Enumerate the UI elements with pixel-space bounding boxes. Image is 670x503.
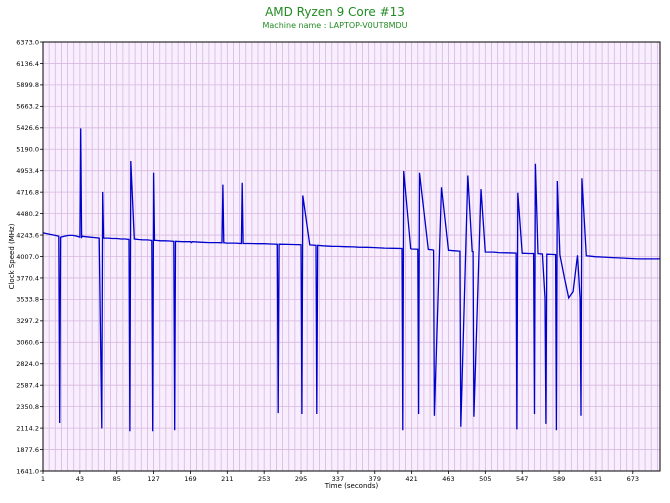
x-tick-label: 253 <box>258 475 270 483</box>
x-axis-label: Time (seconds) <box>324 482 379 490</box>
x-tick-label: 379 <box>369 475 381 483</box>
x-tick-label: 43 <box>76 475 84 483</box>
y-tick-label: 6373.0 <box>16 38 39 46</box>
x-tick-label: 421 <box>405 475 417 483</box>
plot-border <box>42 41 661 472</box>
x-tick-label: 673 <box>627 475 639 483</box>
y-tick-label: 1641.0 <box>16 467 39 475</box>
y-tick-label: 6136.4 <box>16 60 39 68</box>
y-tick-label: 4716.8 <box>16 188 39 196</box>
y-axis-label: Clock Speed (MHz) <box>8 223 16 289</box>
y-tick-label: 5190.0 <box>16 146 39 154</box>
y-tick-label: 2587.4 <box>16 382 39 390</box>
x-tick-label: 169 <box>184 475 196 483</box>
x-tick-label: 295 <box>295 475 307 483</box>
x-tick-label: 127 <box>147 475 159 483</box>
y-tick-label: 3060.6 <box>16 339 39 347</box>
series-line <box>42 128 660 432</box>
y-tick-label: 4243.6 <box>16 231 39 239</box>
y-tick-label: 3770.4 <box>16 274 39 282</box>
x-tick-label: 337 <box>332 475 344 483</box>
chart-title: AMD Ryzen 9 Core #13 <box>265 5 405 19</box>
y-tick-label: 2824.0 <box>16 360 39 368</box>
x-tick-label: 1 <box>41 475 45 483</box>
y-axis-ticks: 1641.0 1877.6 2114.2 2350.8 2587.4 2824.0 3060… <box>16 38 43 475</box>
y-tick-label: 4007.0 <box>16 253 39 261</box>
y-tick-label: 5663.2 <box>16 103 39 111</box>
x-tick-label: 211 <box>221 475 233 483</box>
y-tick-label: 5899.8 <box>16 81 39 89</box>
y-tick-label: 3297.2 <box>16 317 39 325</box>
y-tick-label: 4480.2 <box>16 210 39 218</box>
x-tick-label: 505 <box>479 475 491 483</box>
x-tick-label: 85 <box>113 475 121 483</box>
y-tick-label: 5426.6 <box>16 124 39 132</box>
y-tick-label: 2350.8 <box>16 403 39 411</box>
grid-lines <box>43 41 660 472</box>
y-tick-label: 1877.6 <box>16 446 39 454</box>
y-tick-label: 4953.4 <box>16 167 39 175</box>
chart-subtitle: Machine name : LAPTOP-V0UT8MDU <box>262 21 408 30</box>
x-tick-label: 463 <box>442 475 454 483</box>
y-tick-label: 3533.8 <box>16 296 39 304</box>
y-tick-label: 2114.2 <box>16 424 39 432</box>
x-tick-label: 547 <box>516 475 528 483</box>
x-tick-label: 589 <box>553 475 565 483</box>
x-tick-label: 631 <box>590 475 602 483</box>
